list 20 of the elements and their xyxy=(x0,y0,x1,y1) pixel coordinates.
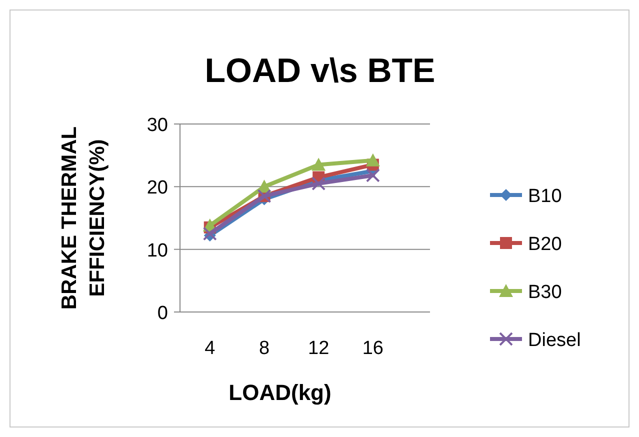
point xyxy=(366,153,380,166)
point xyxy=(312,158,326,171)
y-tick-label: 0 xyxy=(157,303,168,324)
point xyxy=(202,226,217,241)
point xyxy=(312,176,326,191)
legend-label: B20 xyxy=(528,234,562,255)
legend-label: B10 xyxy=(528,186,562,207)
y-tick-label: 30 xyxy=(146,115,168,136)
y-axis-title: BRAKE THERMAL EFFICIENCY(%) xyxy=(58,126,109,310)
y-tick-label: 20 xyxy=(146,178,168,199)
x-tick-label: 12 xyxy=(308,338,330,359)
legend-label: B30 xyxy=(528,282,562,303)
legend-label: Diesel xyxy=(528,330,581,351)
y-tick-label: 10 xyxy=(146,240,168,262)
x-tick-label: 8 xyxy=(258,338,270,359)
chart-title: LOAD v\s BTE xyxy=(204,52,436,90)
x-tick-label: 4 xyxy=(204,338,216,359)
point xyxy=(366,168,380,182)
x-tick-label: 16 xyxy=(362,338,384,359)
x-axis-title: LOAD(kg) xyxy=(228,380,332,405)
